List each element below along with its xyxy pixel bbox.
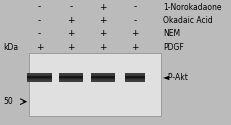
Bar bbox=[125, 79, 145, 80]
Bar bbox=[125, 77, 145, 78]
Text: -: - bbox=[38, 29, 41, 38]
Bar bbox=[27, 81, 52, 82]
Bar bbox=[91, 73, 115, 74]
Text: -: - bbox=[38, 16, 41, 25]
Bar bbox=[125, 73, 145, 74]
Bar bbox=[91, 76, 115, 77]
Bar bbox=[91, 79, 115, 80]
Bar bbox=[59, 77, 83, 78]
Text: -: - bbox=[133, 2, 137, 12]
Bar bbox=[125, 75, 145, 76]
Text: +: + bbox=[99, 2, 107, 12]
Bar bbox=[91, 78, 115, 79]
Bar bbox=[91, 74, 115, 75]
Bar bbox=[125, 74, 145, 75]
Bar bbox=[29, 53, 161, 116]
Text: +: + bbox=[67, 16, 75, 25]
Text: +: + bbox=[99, 29, 107, 38]
Text: ◄P-Akt: ◄P-Akt bbox=[163, 73, 189, 82]
Bar bbox=[125, 80, 145, 81]
Bar bbox=[125, 76, 145, 77]
Text: +: + bbox=[131, 29, 139, 38]
Bar bbox=[27, 78, 52, 79]
Bar bbox=[27, 74, 52, 75]
Bar bbox=[91, 81, 115, 82]
Bar bbox=[59, 76, 83, 77]
Bar bbox=[59, 81, 83, 82]
Text: -: - bbox=[70, 2, 73, 12]
Text: PDGF: PDGF bbox=[163, 43, 184, 52]
Bar bbox=[27, 75, 52, 76]
Bar bbox=[59, 75, 83, 76]
Bar bbox=[27, 76, 52, 77]
Bar bbox=[59, 78, 83, 79]
Bar bbox=[27, 80, 52, 81]
Bar bbox=[27, 79, 52, 80]
Bar bbox=[59, 79, 83, 80]
Text: +: + bbox=[131, 43, 139, 52]
Text: 50: 50 bbox=[3, 97, 13, 106]
Bar bbox=[59, 80, 83, 81]
Text: kDa: kDa bbox=[3, 43, 19, 52]
Bar bbox=[91, 77, 115, 78]
Text: +: + bbox=[36, 43, 43, 52]
Bar bbox=[59, 74, 83, 75]
Text: -: - bbox=[38, 2, 41, 12]
Text: 1-Norokadaone: 1-Norokadaone bbox=[163, 2, 222, 12]
Text: NEM: NEM bbox=[163, 29, 181, 38]
Bar bbox=[91, 80, 115, 81]
Bar bbox=[27, 77, 52, 78]
Bar bbox=[27, 73, 52, 74]
Text: +: + bbox=[99, 16, 107, 25]
Text: +: + bbox=[67, 29, 75, 38]
Text: -: - bbox=[133, 16, 137, 25]
Bar bbox=[125, 78, 145, 79]
Text: +: + bbox=[67, 43, 75, 52]
Bar bbox=[59, 73, 83, 74]
Text: Okadaic Acid: Okadaic Acid bbox=[163, 16, 213, 25]
Bar bbox=[91, 75, 115, 76]
Bar bbox=[125, 81, 145, 82]
Text: +: + bbox=[99, 43, 107, 52]
